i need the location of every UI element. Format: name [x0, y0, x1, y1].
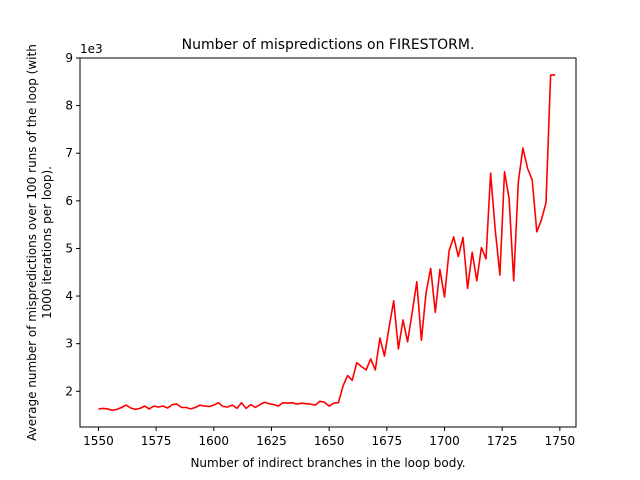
- series-layer: [98, 74, 556, 412]
- y-tick-label: 6: [65, 194, 73, 208]
- y-axis-label-line-1: Average number of mispredictions over 10…: [25, 44, 39, 441]
- x-tick-label: 1750: [545, 434, 576, 448]
- chart-title: Number of mispredictions on FIRESTORM.: [182, 37, 475, 53]
- x-axis-label: Number of indirect branches in the loop …: [190, 456, 465, 470]
- x-tick-label: 1575: [141, 434, 172, 448]
- y-axis-label: Average number of mispredictions over 10…: [25, 44, 54, 441]
- y-tick-label: 3: [65, 337, 73, 351]
- x-tick-label: 1600: [199, 434, 230, 448]
- x-tick-label: 1675: [372, 434, 403, 448]
- y-axis-label-line-2: 1000 iterations per loop).: [40, 166, 54, 319]
- y-tick-label: 7: [65, 146, 73, 160]
- x-tick-label: 1725: [487, 434, 518, 448]
- y-tick-label: 4: [65, 289, 73, 303]
- x-axis-ticks: 1550 1575 1600 1625 1650 1675 1700 1725 1750: [83, 427, 575, 448]
- y-axis-ticks: 2 3 4 5 6 7 8 9: [65, 51, 80, 398]
- x-tick-label: 1625: [256, 434, 287, 448]
- y-offset-text: 1e3: [80, 42, 103, 56]
- y-tick-label: 9: [65, 51, 73, 65]
- y-tick-label: 5: [65, 241, 73, 255]
- series-line: [98, 74, 556, 412]
- x-tick-label: 1700: [429, 434, 460, 448]
- x-tick-label: 1650: [314, 434, 345, 448]
- x-tick-label: 1550: [83, 434, 114, 448]
- plot-frame: [79, 57, 577, 428]
- y-tick-label: 2: [65, 384, 73, 398]
- y-tick-label: 8: [65, 99, 73, 113]
